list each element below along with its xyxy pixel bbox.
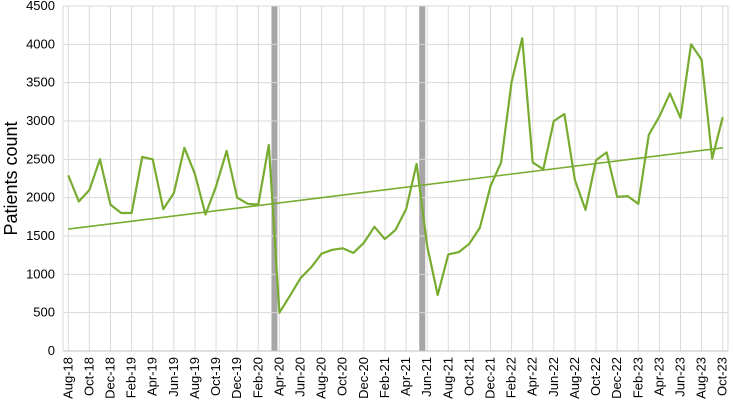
x-tick-Jun-19: Jun-19	[166, 357, 181, 397]
x-tick-Oct-23: Oct-23	[715, 357, 730, 396]
y-axis-label: Patients count	[1, 121, 21, 235]
x-tick-Aug-21: Aug-21	[440, 357, 455, 399]
x-tick-Oct-22: Oct-22	[588, 357, 603, 396]
x-tick-Feb-22: Feb-22	[504, 357, 519, 398]
x-tick-Jun-21: Jun-21	[419, 357, 434, 397]
trendline	[68, 147, 723, 230]
y-tick-2500: 2500	[26, 151, 55, 166]
x-tick-Aug-22: Aug-22	[567, 357, 582, 399]
series-line-1	[67, 37, 724, 314]
x-tick-Dec-20: Dec-20	[356, 357, 371, 399]
x-tick-Dec-18: Dec-18	[103, 357, 118, 399]
y-tick-0: 0	[48, 343, 55, 358]
x-tick-Feb-21: Feb-21	[377, 357, 392, 398]
x-tick-Jun-23: Jun-23	[673, 357, 688, 397]
x-tick-Apr-23: Apr-23	[651, 357, 666, 396]
x-tick-Dec-22: Dec-22	[609, 357, 624, 399]
x-tick-Aug-23: Aug-23	[694, 357, 709, 399]
series-group	[67, 37, 724, 314]
x-tick-Apr-20: Apr-20	[271, 357, 286, 396]
x-tick-Dec-21: Dec-21	[483, 357, 498, 399]
axes	[62, 6, 729, 352]
x-tick-Aug-19: Aug-19	[187, 357, 202, 399]
x-tick-Feb-23: Feb-23	[630, 357, 645, 398]
y-tick-1000: 1000	[26, 266, 55, 281]
x-tick-Apr-19: Apr-19	[145, 357, 160, 396]
x-tick-Apr-22: Apr-22	[525, 357, 540, 396]
x-tick-Aug-20: Aug-20	[314, 357, 329, 399]
shaded-band-1	[271, 6, 278, 351]
x-tick-Oct-18: Oct-18	[81, 357, 96, 396]
x-tick-Oct-21: Oct-21	[461, 357, 476, 396]
gridlines	[63, 5, 728, 352]
x-tick-Apr-21: Apr-21	[398, 357, 413, 396]
x-tick-Jun-20: Jun-20	[293, 357, 308, 397]
x-tick-Oct-20: Oct-20	[335, 357, 350, 396]
x-tick-Oct-19: Oct-19	[208, 357, 223, 396]
y-tick-2000: 2000	[26, 190, 55, 205]
y-tick-4000: 4000	[26, 36, 55, 51]
y-tick-3500: 3500	[26, 75, 55, 90]
y-tick-3000: 3000	[26, 113, 55, 128]
x-tick-Feb-20: Feb-20	[250, 357, 265, 398]
x-tick-Jun-22: Jun-22	[546, 357, 561, 397]
x-tick-labels: Aug-18 Oct-18 Dec-18 Feb-19 Apr-19 Jun-19 Aug-…	[60, 357, 729, 399]
y-tick-labels: 0 500 1000 1500 2000 2500 3000 3500 4000 4500	[26, 0, 55, 358]
shaded-bands	[271, 6, 426, 351]
x-tick-Dec-19: Dec-19	[229, 357, 244, 399]
y-tick-500: 500	[33, 305, 55, 320]
x-tick-Feb-19: Feb-19	[124, 357, 139, 398]
shaded-band-2	[419, 6, 426, 351]
y-tick-1500: 1500	[26, 228, 55, 243]
x-tick-Aug-18: Aug-18	[60, 357, 75, 399]
y-tick-4500: 4500	[26, 0, 55, 13]
